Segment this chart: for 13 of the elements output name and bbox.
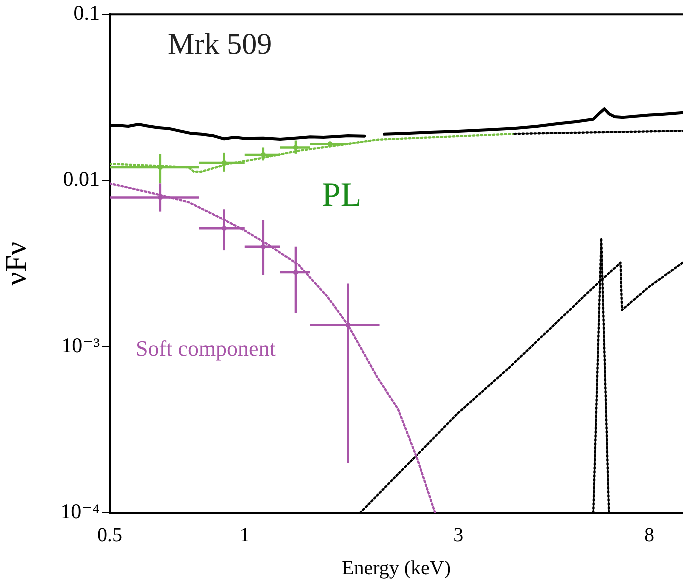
y-tick-label: 10⁻⁴ [60, 500, 100, 524]
annotation: Soft component [136, 336, 276, 361]
x-axis-title: Energy (keV) [342, 557, 452, 580]
x-tick-label: 0.5 [98, 524, 122, 546]
annotation: Mrk 509 [168, 28, 272, 61]
x-tick-label: 8 [644, 524, 655, 546]
x-tick-label: 3 [454, 524, 464, 546]
annotation: PL [322, 176, 362, 214]
y-tick-label: 0.01 [63, 167, 100, 192]
y-axis-title: νFν [0, 242, 33, 286]
x-tick-label: 1 [240, 524, 250, 546]
y-tick-label: 10⁻³ [62, 333, 100, 358]
y-tick-label: 0.1 [74, 1, 100, 26]
